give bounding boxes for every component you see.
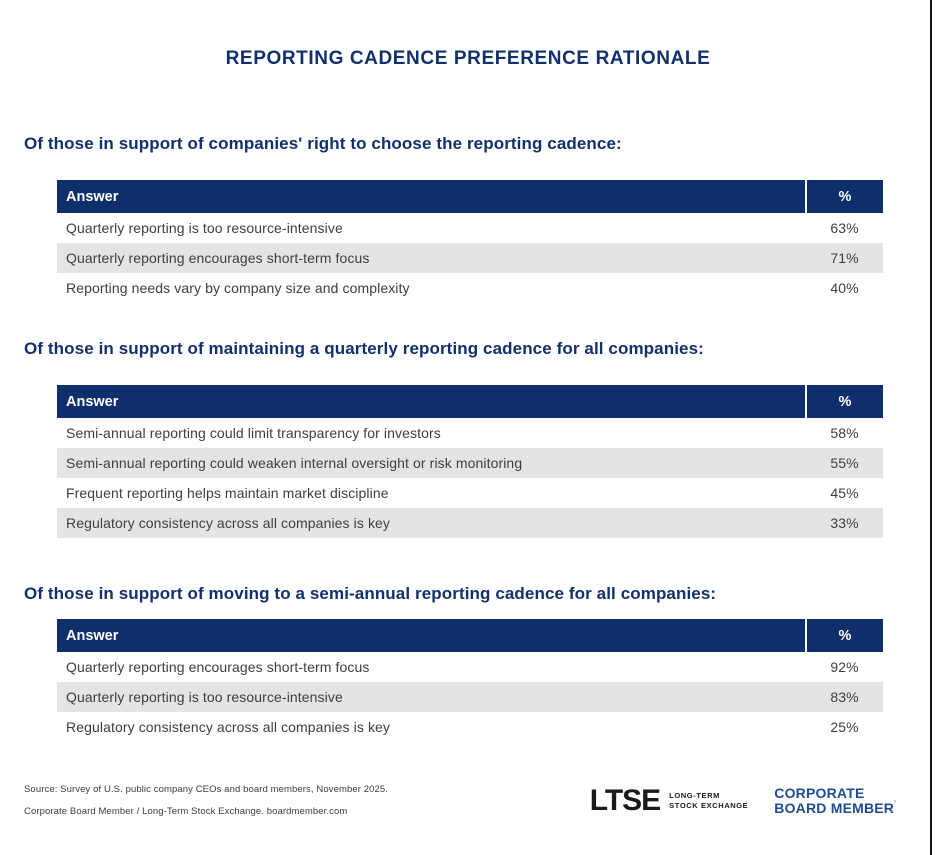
- ltse-logo: LTSE LONG-TERM STOCK EXCHANGE: [589, 783, 749, 817]
- logo-group: LTSE LONG-TERM STOCK EXCHANGE CORPORATE …: [589, 783, 896, 817]
- percent-cell: 71%: [806, 243, 883, 273]
- percent-cell: 63%: [830, 220, 859, 236]
- percent-cell: 33%: [806, 508, 883, 538]
- source-attribution: Source: Survey of U.S. public company CE…: [24, 784, 388, 817]
- answer-cell: Quarterly reporting encourages short-ter…: [66, 659, 370, 675]
- cbm-logo-line-2: BOARD MEMBER’: [774, 799, 896, 816]
- section-move-semi-annual: Of those in support of moving to a semi-…: [0, 584, 936, 742]
- ltse-wordmark: LTSE: [589, 783, 661, 817]
- answer-cell: Quarterly reporting is too resource-inte…: [57, 682, 806, 712]
- answers-table-right-to-choose: Answer % Quarterly reporting is too reso…: [57, 180, 883, 303]
- answer-cell: Quarterly reporting is too resource-inte…: [66, 220, 343, 236]
- answer-cell: Frequent reporting helps maintain market…: [66, 485, 389, 501]
- column-header-answer: Answer: [57, 180, 806, 213]
- cbm-trademark-mark: ’: [894, 800, 896, 807]
- answers-table-move-semi-annual: Answer % Quarterly reporting encourages …: [57, 619, 883, 742]
- table-row: Quarterly reporting encourages short-ter…: [57, 652, 883, 682]
- page-title: REPORTING CADENCE PREFERENCE RATIONALE: [225, 48, 711, 69]
- percent-cell: 25%: [830, 719, 859, 735]
- answer-cell: Reporting needs vary by company size and…: [66, 280, 410, 296]
- table-header-row: Answer %: [57, 180, 883, 213]
- section-heading: Of those in support of maintaining a qua…: [24, 339, 704, 358]
- answer-cell: Regulatory consistency across all compan…: [57, 508, 806, 538]
- column-header-percent: %: [805, 180, 883, 213]
- table-row: Regulatory consistency across all compan…: [57, 712, 883, 742]
- table-header-row: Answer %: [57, 385, 883, 418]
- section-right-to-choose: Of those in support of companies' right …: [0, 134, 936, 303]
- section-heading: Of those in support of moving to a semi-…: [24, 584, 717, 603]
- column-header-answer: Answer: [57, 385, 806, 418]
- percent-cell: 55%: [806, 448, 883, 478]
- table-row: Semi-annual reporting could limit transp…: [57, 418, 883, 448]
- column-header-percent: %: [805, 385, 883, 418]
- table-header: Answer %: [57, 619, 883, 652]
- corporate-board-member-logo: CORPORATE BOARD MEMBER’: [774, 786, 896, 815]
- percent-cell: 45%: [830, 485, 859, 501]
- answer-cell: Regulatory consistency across all compan…: [66, 719, 391, 735]
- cbm-logo-line-2-text: BOARD MEMBER: [774, 799, 895, 816]
- answers-table-maintain-quarterly: Answer % Semi-annual reporting could lim…: [57, 385, 883, 538]
- table-row: Semi-annual reporting could weaken inter…: [57, 448, 883, 478]
- table-row: Reporting needs vary by company size and…: [57, 273, 883, 303]
- answer-cell: Semi-annual reporting could limit transp…: [66, 425, 441, 441]
- percent-cell: 40%: [830, 280, 859, 296]
- source-line-2: Corporate Board Member / Long-Term Stock…: [24, 806, 348, 817]
- answer-cell: Quarterly reporting encourages short-ter…: [57, 243, 806, 273]
- ltse-tagline-line-2: STOCK EXCHANGE: [669, 800, 749, 810]
- table-row: Quarterly reporting is too resource-inte…: [57, 213, 883, 243]
- percent-cell: 92%: [830, 659, 859, 675]
- source-line-1: Source: Survey of U.S. public company CE…: [24, 784, 389, 795]
- ltse-tagline: LONG-TERM STOCK EXCHANGE: [669, 792, 748, 809]
- table-row: Quarterly reporting encourages short-ter…: [57, 243, 883, 273]
- percent-cell: 83%: [806, 682, 883, 712]
- section-heading: Of those in support of companies' right …: [24, 134, 622, 153]
- percent-cell: 58%: [830, 425, 859, 441]
- table-header-row: Answer %: [57, 619, 883, 652]
- cbm-logo-line-1: CORPORATE: [774, 784, 865, 801]
- section-maintain-quarterly: Of those in support of maintaining a qua…: [0, 339, 936, 538]
- table-row: Quarterly reporting is too resource-inte…: [57, 682, 883, 712]
- answer-cell: Semi-annual reporting could weaken inter…: [57, 448, 806, 478]
- column-header-percent: %: [805, 619, 883, 652]
- column-header-answer: Answer: [57, 619, 806, 652]
- footer: Source: Survey of U.S. public company CE…: [0, 784, 936, 817]
- table-header: Answer %: [57, 385, 883, 418]
- table-row: Frequent reporting helps maintain market…: [57, 478, 883, 508]
- ltse-tagline-line-1: LONG-TERM: [669, 791, 720, 800]
- table-row: Regulatory consistency across all compan…: [57, 508, 883, 538]
- page-right-edge-line: [930, 0, 932, 855]
- table-header: Answer %: [57, 180, 883, 213]
